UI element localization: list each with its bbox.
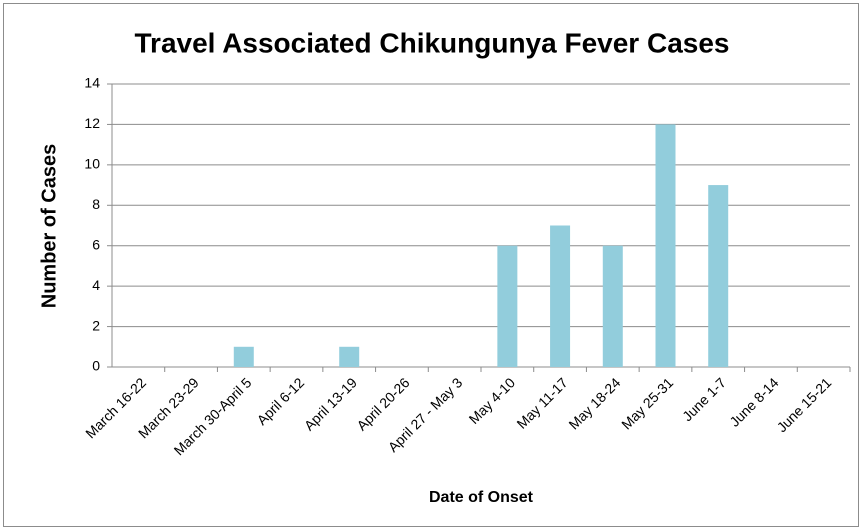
y-tick-label: 10 [84,156,100,172]
chart-frame [3,3,859,527]
y-tick-label: 2 [92,317,100,333]
bar [655,124,676,367]
bar [708,185,729,367]
y-axis-label: Number of Cases [38,144,60,309]
y-tick-label: 6 [92,236,100,252]
bar [550,225,571,367]
bar [602,245,623,367]
y-tick-label: 14 [84,75,100,91]
bar [233,346,254,367]
bar [497,245,518,367]
y-tick-label: 8 [92,196,100,212]
bar [339,346,360,367]
y-tick-label: 4 [92,277,100,293]
x-axis-label: Date of Onset [429,489,534,506]
y-tick-label: 0 [92,358,100,374]
chart-title: Travel Associated Chikungunya Fever Case… [135,27,730,58]
y-tick-label: 12 [84,115,100,131]
